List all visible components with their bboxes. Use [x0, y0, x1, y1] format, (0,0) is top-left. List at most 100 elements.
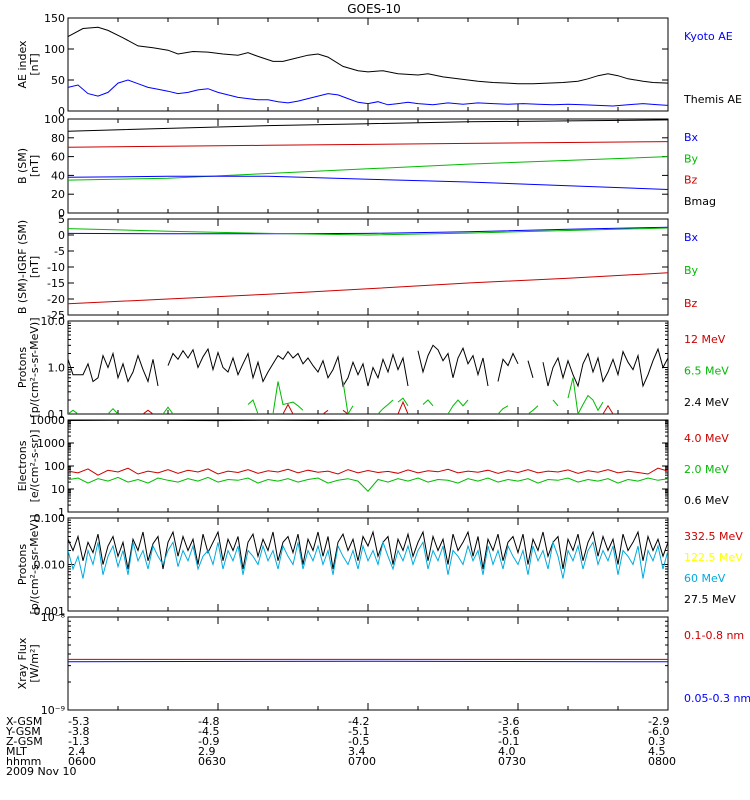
series-group	[68, 344, 668, 414]
y-axis-label-line: B (SM)-IGRF (SM)	[16, 220, 29, 314]
legend-entry: Bx	[684, 131, 699, 144]
legend-entry: 27.5 MeV	[684, 593, 736, 606]
footer-row-label: hhmm	[6, 755, 41, 768]
series-line-6-5-mev	[527, 405, 539, 414]
series-line-12-mev	[282, 403, 294, 414]
y-tick-label: -25	[47, 309, 65, 322]
footer-value: 0600	[68, 755, 96, 768]
y-tick-label: 150	[44, 12, 65, 25]
y-axis-label-line: [p/(cm²-s-sr-MeV)]	[28, 318, 41, 418]
y-tick-label: -5	[54, 245, 65, 258]
legend-entry: 12 MeV	[684, 333, 726, 346]
series-line-2-0-mev	[68, 476, 668, 492]
series-line-6-5-mev	[567, 377, 604, 414]
y-axis-label: Protons[p/(cm²-s-sr-MeV)]	[16, 515, 41, 615]
series-line-4-0-mev	[68, 467, 668, 476]
y-tick-label: 0.1	[48, 408, 66, 421]
series-line-bmag	[68, 119, 668, 132]
y-axis-label: Protons[p/(cm²-s-sr-MeV)]	[16, 318, 41, 418]
legend-entry: 0.1-0.8 nm	[684, 629, 744, 642]
y-tick-label: 100	[44, 43, 65, 56]
series-line-2-4-mev	[497, 352, 519, 382]
series-line-12-mev	[322, 409, 329, 414]
y-axis-label: AE index[nT]	[16, 40, 41, 89]
series-line-60-mev	[68, 540, 668, 579]
series-line-6-5-mev	[377, 399, 394, 414]
series-line-bz	[68, 272, 668, 305]
series-line-12-mev	[602, 404, 614, 414]
footer-value: -3.8	[68, 725, 89, 738]
footer-value: -0.9	[198, 735, 219, 748]
panel-frame	[67, 17, 669, 112]
legend-entry: 60 MeV	[684, 572, 726, 585]
y-axis-label: B (SM)[nT]	[16, 148, 41, 184]
footer-value: 0.3	[648, 735, 666, 748]
footer-value: -5.1	[348, 725, 369, 738]
footer-value: 2.4	[68, 745, 86, 758]
y-tick-label: 80	[51, 132, 65, 145]
y-tick-label: 10.0	[41, 315, 66, 328]
series-line-6-5-mev	[497, 405, 509, 414]
panel-6: 0.0010.0100.100Protons[p/(cm²-s-sr-MeV)]…	[16, 512, 743, 618]
series-line-6-5-mev	[162, 406, 174, 414]
legend-entry: By	[684, 152, 699, 165]
series-line-6-5-mev	[107, 407, 119, 414]
footer-date: 2009 Nov 10	[6, 765, 76, 778]
y-tick-label: 0	[58, 105, 65, 118]
legend-entry: Bx	[684, 231, 699, 244]
legend-entry: Bz	[684, 297, 698, 310]
footer-value: -4.2	[348, 715, 369, 728]
series-line-2-4-mev	[527, 360, 534, 378]
footer-value: -2.9	[648, 715, 669, 728]
series-group	[68, 530, 668, 579]
series-line-6-5-mev	[247, 399, 259, 414]
y-tick-label: 5	[58, 213, 65, 226]
footer-value: -0.5	[348, 735, 369, 748]
series-line-2-4-mev	[68, 351, 159, 387]
panel-3: -25 -20 -15 -10 -5 0 5 B (SM)-IGRF (SM)[nT] Bx By…	[16, 213, 699, 322]
footer-value: -3.6	[498, 715, 519, 728]
y-tick-label: 10	[51, 483, 65, 496]
series-line-12-mev	[142, 409, 154, 414]
footer-value: 0630	[198, 755, 226, 768]
y-axis-label: Xray Flux[W/m²]	[16, 637, 41, 689]
y-axis-label-line: Protons	[16, 347, 29, 388]
y-tick-label: 10000	[30, 414, 65, 427]
y-tick-label: 100	[44, 113, 65, 126]
series-line-12-mev	[397, 400, 409, 414]
series-line-bz	[68, 141, 668, 148]
series-group	[68, 119, 668, 190]
panel-frame	[67, 419, 669, 513]
series-line-6-5-mev	[397, 397, 409, 407]
y-axis-label-line: Electrons	[16, 440, 29, 491]
series-line-12-mev	[342, 409, 349, 414]
series-line-27-5-mev	[68, 530, 668, 570]
footer-table: X-GSM -5.3 -4.8 -4.2 -3.6 -2.9 Y-GSM -3.8 -4.5 -5…	[5, 715, 676, 778]
footer-value: -4.5	[198, 725, 219, 738]
y-axis-label-line: [nT]	[28, 155, 41, 177]
chart-title: GOES-10	[347, 2, 401, 16]
y-tick-label: 0.010	[34, 559, 66, 572]
legend-entry: 6.5 MeV	[684, 365, 729, 378]
y-axis-label-line: [e/(cm²-s-sr)]	[28, 430, 41, 503]
y-axis-label-line: Protons	[16, 544, 29, 585]
footer-row-label: MLT	[6, 745, 27, 758]
y-axis-label-line: [W/m²]	[28, 644, 41, 682]
legend-entry: 0.6 MeV	[684, 494, 729, 507]
y-axis-label-line: [nT]	[28, 53, 41, 75]
legend-entry: 4.0 MeV	[684, 432, 729, 445]
legend-entry: 0.05-0.3 nm	[684, 692, 750, 705]
footer-value: 0700	[348, 755, 376, 768]
series-line-6-5-mev	[447, 399, 469, 414]
footer-value: 4.5	[648, 745, 666, 758]
footer-value: 2.9	[198, 745, 216, 758]
y-axis-label: Electrons[e/(cm²-s-sr)]	[16, 430, 41, 503]
panel-frame	[67, 320, 669, 415]
y-tick-label: 1.0	[48, 362, 66, 375]
y-tick-label: 60	[51, 151, 65, 164]
series-line-kyoto-ae	[68, 79, 668, 107]
footer-value: -5.6	[498, 725, 519, 738]
y-axis-label-line: B (SM)	[16, 148, 29, 184]
series-line-2-4-mev	[542, 347, 668, 388]
